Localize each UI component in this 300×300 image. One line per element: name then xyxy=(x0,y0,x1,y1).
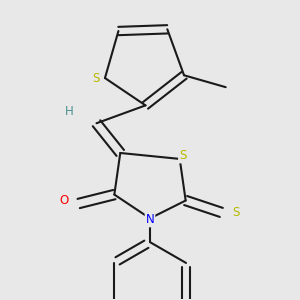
Text: S: S xyxy=(92,71,100,85)
Text: S: S xyxy=(179,149,186,162)
Text: H: H xyxy=(65,105,74,118)
Text: O: O xyxy=(59,194,68,207)
Text: S: S xyxy=(232,206,240,219)
Text: N: N xyxy=(146,213,154,226)
